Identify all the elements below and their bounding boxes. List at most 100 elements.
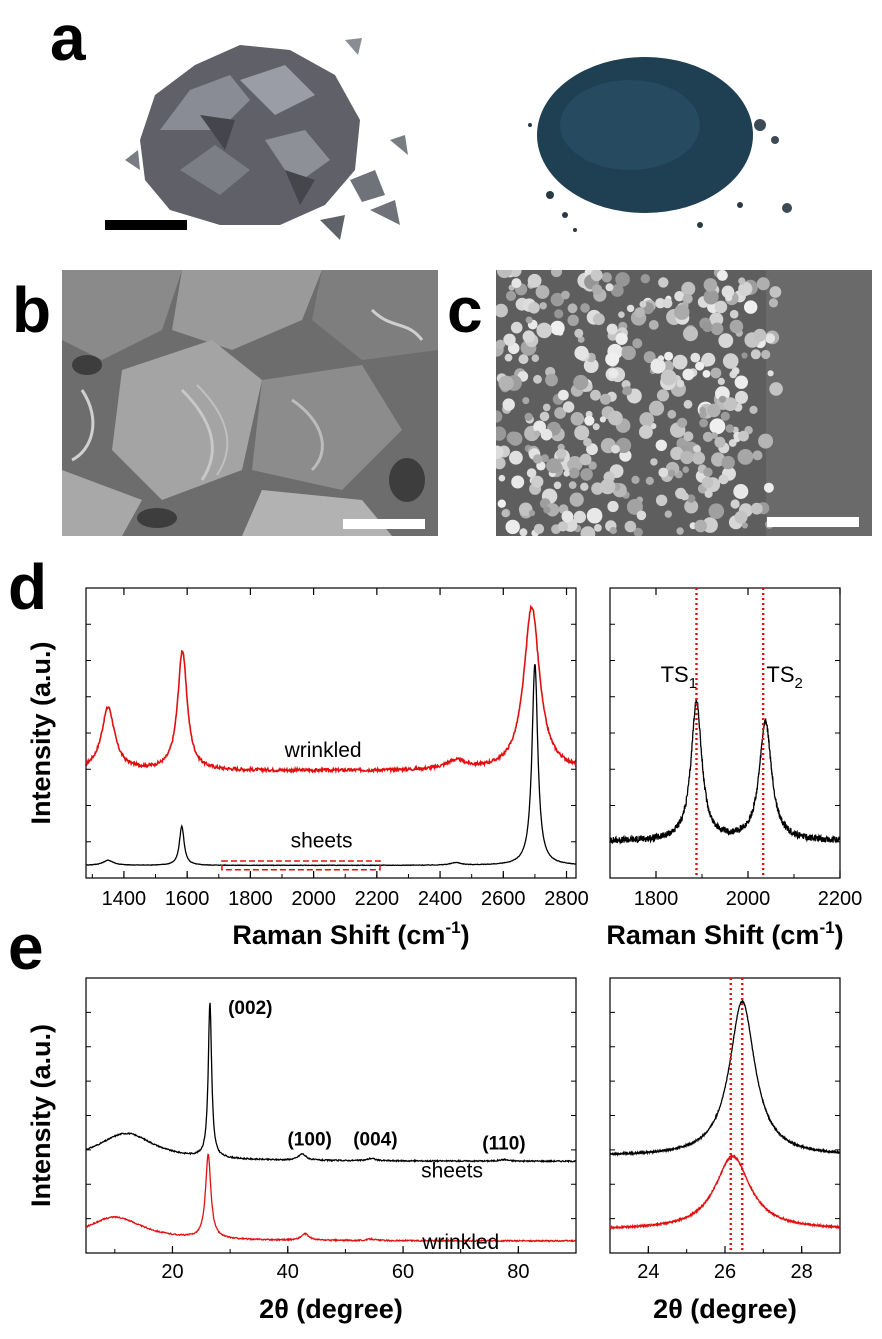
particle bbox=[573, 374, 589, 391]
particle bbox=[662, 360, 674, 373]
particle bbox=[682, 368, 695, 381]
particle bbox=[511, 475, 525, 489]
particle bbox=[664, 351, 674, 361]
particle bbox=[650, 458, 658, 466]
particle bbox=[657, 355, 665, 362]
highlight-box bbox=[221, 860, 381, 871]
particle bbox=[734, 375, 748, 389]
particle bbox=[605, 283, 614, 292]
particle bbox=[658, 467, 669, 478]
particle bbox=[583, 437, 592, 447]
peak-label: (110) bbox=[482, 1133, 525, 1154]
particle bbox=[611, 444, 620, 454]
particle bbox=[750, 502, 763, 515]
particle bbox=[519, 528, 528, 536]
particle bbox=[695, 361, 705, 371]
particle bbox=[599, 416, 606, 423]
particle bbox=[608, 410, 623, 426]
particle bbox=[509, 450, 523, 465]
particle bbox=[586, 443, 598, 456]
particle bbox=[648, 400, 665, 416]
particle bbox=[731, 367, 740, 375]
particle bbox=[511, 278, 522, 289]
scale-bar bbox=[105, 220, 187, 230]
particle bbox=[765, 333, 775, 344]
x-tick-label: 2200 bbox=[355, 888, 400, 910]
particle bbox=[658, 277, 669, 288]
particle bbox=[655, 494, 668, 506]
particle bbox=[692, 451, 706, 465]
plot-frame bbox=[609, 977, 841, 1254]
particle bbox=[543, 506, 551, 514]
particle bbox=[634, 307, 645, 318]
particle bbox=[590, 270, 603, 282]
x-axis-label: Raman Shift (cm-1) bbox=[606, 918, 843, 950]
particle bbox=[600, 393, 611, 405]
particle bbox=[573, 510, 586, 524]
particle bbox=[676, 527, 684, 535]
x-tick-label: 20 bbox=[161, 1261, 183, 1283]
particle bbox=[710, 367, 722, 379]
particle bbox=[557, 521, 568, 532]
particle bbox=[533, 420, 546, 434]
particle bbox=[750, 349, 761, 360]
particle bbox=[567, 314, 579, 326]
panel-label-d: d bbox=[8, 551, 48, 623]
particle bbox=[650, 358, 666, 374]
particle bbox=[729, 319, 744, 334]
curve-annotation: wrinkled bbox=[421, 1231, 499, 1254]
particle bbox=[701, 352, 716, 367]
particle bbox=[714, 300, 728, 314]
particle bbox=[639, 412, 654, 427]
particle bbox=[496, 339, 506, 350]
series-line-sheets bbox=[609, 999, 841, 1157]
x-tick-label: 2400 bbox=[418, 888, 463, 910]
particle bbox=[737, 449, 754, 465]
particle bbox=[594, 524, 602, 532]
particle bbox=[532, 454, 543, 464]
particle bbox=[769, 286, 782, 298]
particle bbox=[550, 320, 565, 336]
particle bbox=[714, 436, 726, 448]
particle bbox=[664, 510, 672, 518]
sem-image-powder bbox=[496, 270, 872, 536]
particle bbox=[680, 492, 689, 501]
curve-annotation: sheets bbox=[421, 1159, 483, 1182]
particle bbox=[554, 407, 566, 419]
particle bbox=[562, 401, 575, 413]
particle bbox=[718, 474, 729, 485]
particle bbox=[550, 270, 563, 278]
particle bbox=[709, 312, 724, 327]
particle bbox=[703, 467, 713, 477]
series-line-wrinkled bbox=[609, 1153, 841, 1231]
particle bbox=[584, 415, 595, 426]
particle bbox=[615, 272, 630, 287]
particle bbox=[702, 321, 713, 333]
particle bbox=[561, 510, 574, 523]
particle bbox=[729, 309, 739, 319]
particle bbox=[763, 482, 774, 493]
particle bbox=[591, 284, 603, 295]
particle bbox=[542, 403, 551, 412]
particle bbox=[656, 389, 670, 402]
particle bbox=[545, 503, 560, 517]
particle bbox=[719, 395, 726, 403]
particle bbox=[509, 270, 522, 277]
particle bbox=[744, 300, 758, 314]
x-axis-label: 2θ (degree) bbox=[259, 1294, 403, 1324]
x-tick-label: 24 bbox=[637, 1261, 659, 1283]
series-line-sheets bbox=[85, 664, 577, 867]
plot-frame bbox=[85, 977, 577, 1254]
particle bbox=[553, 481, 562, 490]
particle bbox=[540, 454, 549, 463]
particle bbox=[699, 411, 707, 419]
particle bbox=[580, 303, 590, 313]
particle bbox=[563, 470, 570, 477]
particle bbox=[609, 526, 617, 535]
particle bbox=[720, 411, 730, 421]
particle bbox=[674, 304, 690, 320]
particle bbox=[546, 458, 562, 474]
particle bbox=[767, 370, 774, 377]
particle bbox=[704, 489, 713, 498]
particle bbox=[686, 494, 696, 503]
